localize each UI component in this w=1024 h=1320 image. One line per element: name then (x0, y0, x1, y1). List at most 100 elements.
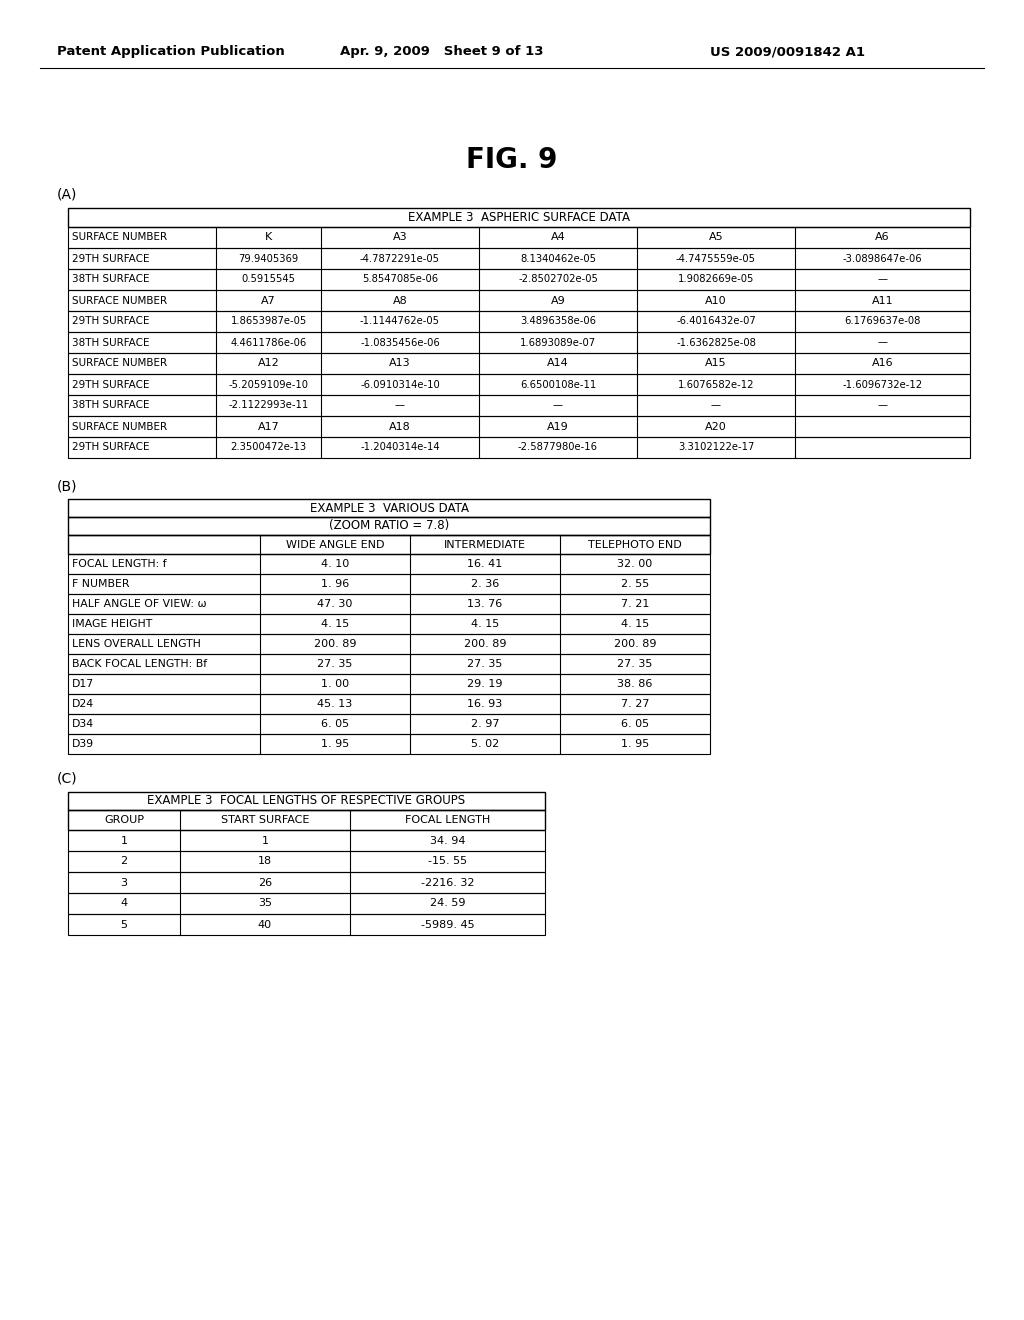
Text: D17: D17 (72, 678, 94, 689)
Text: 1. 96: 1. 96 (321, 579, 349, 589)
Text: 4. 15: 4. 15 (621, 619, 649, 630)
Bar (68, 810, 545, 830)
Text: 47. 30: 47. 30 (317, 599, 352, 609)
Text: Apr. 9, 2009   Sheet 9 of 13: Apr. 9, 2009 Sheet 9 of 13 (340, 45, 544, 58)
Text: 79.9405369: 79.9405369 (239, 253, 299, 264)
Text: -2.5877980e-16: -2.5877980e-16 (518, 442, 598, 453)
Text: 5. 02: 5. 02 (471, 739, 499, 748)
Text: HALF ANGLE OF VIEW: ω: HALF ANGLE OF VIEW: ω (72, 599, 207, 609)
Text: A3: A3 (392, 232, 408, 243)
Text: (C): (C) (57, 772, 78, 785)
Text: 4. 10: 4. 10 (321, 558, 349, 569)
Text: (B): (B) (57, 479, 78, 492)
Text: SURFACE NUMBER: SURFACE NUMBER (72, 359, 167, 368)
Text: 13. 76: 13. 76 (467, 599, 503, 609)
Text: -4.7872291e-05: -4.7872291e-05 (360, 253, 440, 264)
Bar (68, 554, 710, 574)
Text: 7. 27: 7. 27 (621, 700, 649, 709)
Text: EXAMPLE 3  FOCAL LENGTHS OF RESPECTIVE GROUPS: EXAMPLE 3 FOCAL LENGTHS OF RESPECTIVE GR… (147, 795, 466, 808)
Text: F NUMBER: F NUMBER (72, 579, 129, 589)
Text: 8.1340462e-05: 8.1340462e-05 (520, 253, 596, 264)
Text: 38TH SURFACE: 38TH SURFACE (72, 275, 150, 285)
Text: INTERMEDIATE: INTERMEDIATE (444, 540, 526, 549)
Text: 2.3500472e-13: 2.3500472e-13 (230, 442, 306, 453)
Text: 18: 18 (258, 857, 272, 866)
Text: A14: A14 (547, 359, 569, 368)
Text: 1. 00: 1. 00 (321, 678, 349, 689)
Bar (68, 352, 970, 374)
Text: 29TH SURFACE: 29TH SURFACE (72, 380, 150, 389)
Text: A18: A18 (389, 421, 411, 432)
Text: 29TH SURFACE: 29TH SURFACE (72, 253, 150, 264)
Text: 1: 1 (121, 836, 128, 846)
Text: (ZOOM RATIO = 7.8): (ZOOM RATIO = 7.8) (329, 520, 450, 532)
Text: -2216. 32: -2216. 32 (421, 878, 474, 887)
Text: A20: A20 (706, 421, 727, 432)
Text: 5.8547085e-06: 5.8547085e-06 (361, 275, 438, 285)
Bar (68, 913, 545, 935)
Text: -1.6096732e-12: -1.6096732e-12 (843, 380, 923, 389)
Text: 1.6076582e-12: 1.6076582e-12 (678, 380, 755, 389)
Text: 1.8653987e-05: 1.8653987e-05 (230, 317, 306, 326)
Text: -5989. 45: -5989. 45 (421, 920, 474, 929)
Text: -6.0910314e-10: -6.0910314e-10 (360, 380, 440, 389)
Text: —: — (878, 400, 888, 411)
Text: SURFACE NUMBER: SURFACE NUMBER (72, 232, 167, 243)
Text: BACK FOCAL LENGTH: Bf: BACK FOCAL LENGTH: Bf (72, 659, 207, 669)
Text: 29TH SURFACE: 29TH SURFACE (72, 442, 150, 453)
Bar (68, 227, 970, 248)
Text: 2: 2 (121, 857, 128, 866)
Bar (68, 209, 970, 227)
Text: 200. 89: 200. 89 (313, 639, 356, 649)
Text: US 2009/0091842 A1: US 2009/0091842 A1 (710, 45, 865, 58)
Text: A15: A15 (706, 359, 727, 368)
Text: Patent Application Publication: Patent Application Publication (57, 45, 285, 58)
Text: 6.6500108e-11: 6.6500108e-11 (520, 380, 596, 389)
Text: -15. 55: -15. 55 (428, 857, 467, 866)
Text: -1.0835456e-06: -1.0835456e-06 (360, 338, 440, 347)
Text: A17: A17 (258, 421, 280, 432)
Text: D39: D39 (72, 739, 94, 748)
Text: 2. 97: 2. 97 (471, 719, 500, 729)
Text: -1.1144762e-05: -1.1144762e-05 (360, 317, 440, 326)
Text: WIDE ANGLE END: WIDE ANGLE END (286, 540, 384, 549)
Text: -3.0898647e-06: -3.0898647e-06 (843, 253, 923, 264)
Bar (68, 437, 970, 458)
Text: A5: A5 (709, 232, 723, 243)
Bar (68, 248, 970, 269)
Text: —: — (878, 275, 888, 285)
Text: 34. 94: 34. 94 (430, 836, 465, 846)
Bar (68, 333, 970, 352)
Bar (68, 634, 710, 653)
Text: LENS OVERALL LENGTH: LENS OVERALL LENGTH (72, 639, 201, 649)
Bar (68, 535, 710, 554)
Text: 6.1769637e-08: 6.1769637e-08 (845, 317, 921, 326)
Text: 1.6893089e-07: 1.6893089e-07 (520, 338, 596, 347)
Text: 16. 41: 16. 41 (467, 558, 503, 569)
Text: 0.5915545: 0.5915545 (242, 275, 296, 285)
Text: 16. 93: 16. 93 (467, 700, 503, 709)
Text: 4: 4 (121, 899, 128, 908)
Text: -4.7475559e-05: -4.7475559e-05 (676, 253, 756, 264)
Text: 27. 35: 27. 35 (467, 659, 503, 669)
Bar (68, 395, 970, 416)
Text: 7. 21: 7. 21 (621, 599, 649, 609)
Bar (68, 792, 545, 810)
Text: FOCAL LENGTH: FOCAL LENGTH (404, 814, 490, 825)
Text: SURFACE NUMBER: SURFACE NUMBER (72, 421, 167, 432)
Text: 6. 05: 6. 05 (621, 719, 649, 729)
Bar (68, 594, 710, 614)
Bar (68, 830, 545, 851)
Text: 2. 55: 2. 55 (621, 579, 649, 589)
Text: —: — (878, 338, 888, 347)
Text: —: — (711, 400, 721, 411)
Text: 27. 35: 27. 35 (617, 659, 652, 669)
Bar (68, 517, 710, 535)
Text: -6.4016432e-07: -6.4016432e-07 (676, 317, 756, 326)
Bar (68, 374, 970, 395)
Text: 4.4611786e-06: 4.4611786e-06 (230, 338, 306, 347)
Bar (68, 614, 710, 634)
Text: SURFACE NUMBER: SURFACE NUMBER (72, 296, 167, 305)
Text: A16: A16 (871, 359, 893, 368)
Text: 4. 15: 4. 15 (471, 619, 499, 630)
